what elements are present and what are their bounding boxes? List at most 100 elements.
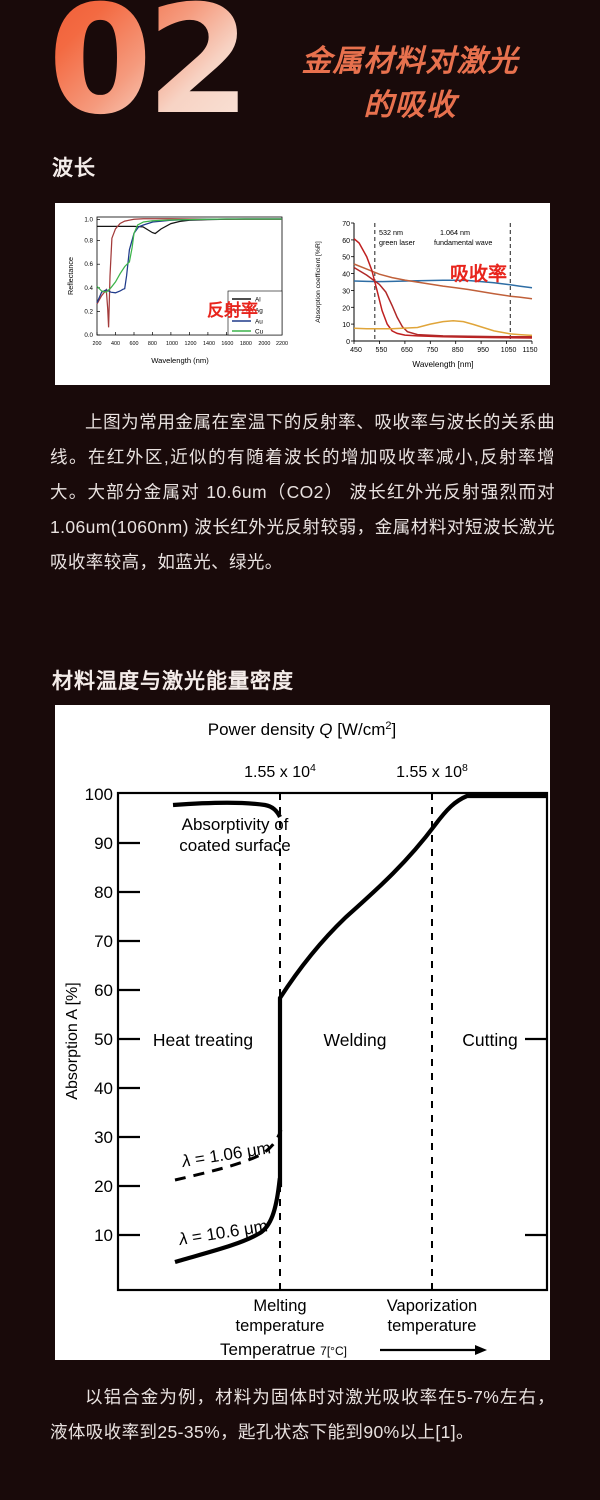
svg-text:0: 0 [346,339,350,346]
series-yellow [353,319,533,337]
svg-text:2200: 2200 [276,341,288,347]
melting-label-line1: Melting [253,1297,306,1315]
section-heading-temperature: 材料温度与激光能量密度 [52,670,294,693]
x-axis-ticks-absorption: 450 550 650 750 850 950 1050 1150 [350,347,537,354]
section-heading-wavelength: 波长 [52,157,96,180]
label-lambda-1p06: λ = 1.06 μm [180,1138,272,1171]
svg-text:0.2: 0.2 [84,308,93,315]
svg-text:850: 850 [452,347,464,354]
annotation-1064-line2: fundamental wave [434,238,492,247]
svg-text:950: 950 [477,347,489,354]
power-density-marker-1: 1.55 x 104 [244,762,316,781]
y-axis-ticks-absorption: 0 10 20 30 40 50 60 70 [342,221,350,346]
page-title-line1: 金属材料对激光 [301,45,519,78]
figure-panel-wavelength: 0.0 0.2 0.4 0.6 0.8 1.0 200 400 600 800 100… [55,203,550,385]
svg-text:100: 100 [85,785,113,804]
svg-text:650: 650 [401,347,413,354]
curve-lambda-1p06 [174,1129,283,1182]
series-orange [353,263,533,300]
page-title-line2: 的吸收 [363,88,457,122]
svg-text:750: 750 [426,347,438,354]
curve-coated-surface [172,800,282,818]
curve-labels-lambda: λ = 1.06 μm λ = 10.6 μm [177,1138,272,1249]
x-axis-label-main: Temperatrue 7[°C] [220,1340,487,1359]
legend-label-Au: Au [255,319,263,326]
chart-absorption-temperature-svg: Power density Q [W/cm2] 1.55 x 104 1.55 … [64,720,549,1359]
svg-text:600: 600 [130,341,139,347]
legend-label-Al: Al [255,297,261,304]
svg-text:1050: 1050 [501,347,517,354]
y-tick-marks-absorption [351,222,354,342]
region-label-welding: Welding [324,1030,387,1050]
svg-text:Absorptivity of: Absorptivity of [182,815,289,834]
y-tick-marks-right-main [525,1037,547,1237]
top-axis-title: Power density Q [W/cm2] [208,720,396,739]
svg-text:90: 90 [94,834,113,853]
svg-text:0.4: 0.4 [84,285,93,292]
svg-text:10: 10 [94,1226,113,1245]
series-lines-absorption [353,238,533,339]
power-density-markers: 1.55 x 104 1.55 x 108 [244,762,468,781]
chart-absorption-coefficient: 0 10 20 30 40 50 60 70 450 550 650 750 850 950 10… [304,203,550,385]
region-labels: Heat treating Welding Cutting [153,1030,518,1050]
label-coated-surface: Absorptivity of coated surface [179,815,291,855]
svg-text:20: 20 [94,1177,113,1196]
svg-text:40: 40 [342,272,350,279]
power-density-marker-2: 1.55 x 108 [396,762,468,781]
svg-text:1150: 1150 [522,347,537,354]
top-axis-title-prefix: Power density [208,720,320,739]
figure-panel-absorption-temperature: Power density Q [W/cm2] 1.55 x 104 1.55 … [55,705,550,1360]
legend-label-Cu: Cu [255,329,264,336]
legend-reflectance: Al Ag Au Cu [227,290,283,336]
svg-text:80: 80 [94,883,113,902]
annotation-532-line2: green laser [379,238,416,247]
x-axis-ticks-reflectance: 200 400 600 800 1000 1200 1400 1600 1800 2000 2… [93,341,289,347]
svg-text:550: 550 [376,347,388,354]
region-label-cutting: Cutting [462,1030,517,1050]
svg-text:50: 50 [342,255,350,262]
y-axis-label-main: Absorption A [%] [64,982,81,1099]
svg-text:450: 450 [350,347,362,354]
svg-text:400: 400 [111,341,120,347]
svg-text:50: 50 [94,1030,113,1049]
series-Cu [96,218,282,293]
svg-text:Temperatrue 7[°C]: Temperatrue 7[°C] [220,1340,347,1359]
svg-text:Power density Q [W/cm2]: Power density Q [W/cm2] [208,720,396,739]
chart-reflectance: 0.0 0.2 0.4 0.6 0.8 1.0 200 400 600 800 100… [55,203,304,385]
y-axis-ticks-reflectance: 0.0 0.2 0.4 0.6 0.8 1.0 [84,217,93,340]
svg-text:20: 20 [342,305,350,312]
svg-text:70: 70 [342,221,350,228]
svg-text:1000: 1000 [166,341,178,347]
svg-text:0.0: 0.0 [84,332,93,339]
series-blue [353,279,533,289]
series-lines-reflectance [96,218,282,328]
svg-text:1400: 1400 [203,341,215,347]
svg-text:0.8: 0.8 [84,238,93,245]
svg-text:200: 200 [93,341,102,347]
x-axis-label-absorption: Wavelength [nm] [412,360,473,369]
body-paragraph-1: 上图为常用金属在室温下的反射率、吸收率与波长的关系曲线。在红外区,近似的有随着波… [50,412,555,572]
legend-label-Ag: Ag [255,308,263,315]
x-axis-label-reflectance: Wavelength (nm) [151,356,209,365]
overlay-label-reflectance: 反射率 [207,301,258,320]
svg-text:1800: 1800 [240,341,252,347]
svg-text:30: 30 [94,1128,113,1147]
svg-text:30: 30 [342,288,350,295]
vline-labels: Melting temperature Vaporization tempera… [236,1297,478,1335]
region-label-heat-treating: Heat treating [153,1030,253,1050]
y-axis-ticks-main: 100 90 80 70 60 50 40 30 20 10 [85,785,113,1245]
y-axis-label-reflectance: Reflectance [66,257,75,295]
top-axis-title-exp: 2 [385,720,391,732]
svg-text:1200: 1200 [185,341,197,347]
svg-text:800: 800 [148,341,157,347]
body-paragraph-2: 以铝合金为例，材料为固体时对激光吸收率在5-7%左右，液体吸收率到25-35%，… [50,1387,555,1442]
svg-text:60: 60 [94,981,113,1000]
annotation-1064-line1: 1.064 nm [440,228,470,237]
overlay-label-absorption: 吸收率 [450,264,508,285]
page-title: 金属材料对激光 的吸收 [250,40,570,127]
section-number: 02 [48,0,251,136]
chart-absorption-svg: 0 10 20 30 40 50 60 70 450 550 650 750 850 950 10… [315,221,538,369]
svg-text:60: 60 [342,238,350,245]
melting-label-line2: temperature [236,1317,325,1335]
